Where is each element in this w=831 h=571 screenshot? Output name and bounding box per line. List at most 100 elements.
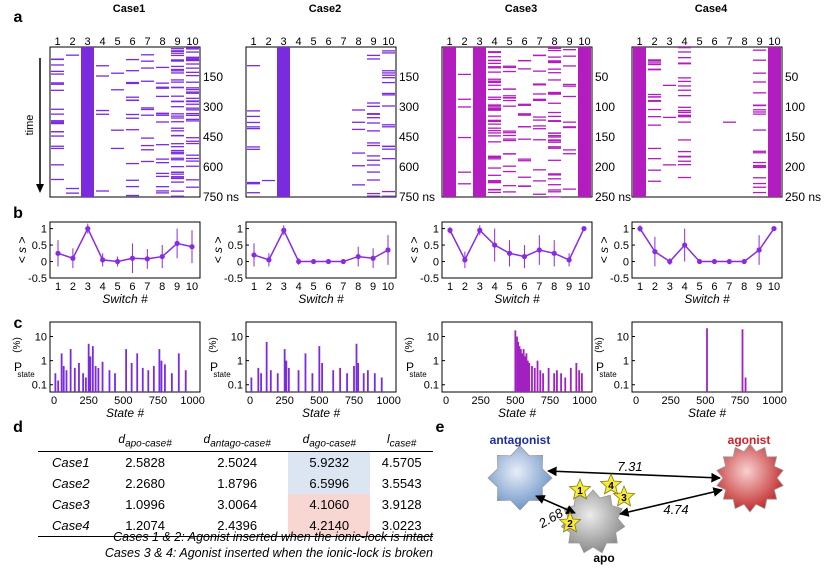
state-bar (91, 346, 94, 392)
time-tick-label: 300 (203, 100, 223, 114)
switch-column-8 (548, 47, 561, 198)
state-stripe (126, 185, 139, 188)
state-stripe (367, 54, 380, 57)
x-axis-label: Switch # (684, 292, 730, 306)
state-stripe (563, 149, 576, 151)
state-stripe (186, 67, 199, 69)
state-bar (84, 377, 87, 392)
x-tick-label: 500 (114, 395, 132, 407)
state-stripe (503, 134, 516, 137)
table-header-d-antago: dantago-case# (203, 432, 271, 450)
state-stripe (753, 182, 766, 185)
state-stripe (51, 64, 64, 66)
data-point (696, 258, 703, 265)
state-stripe (563, 121, 576, 123)
y-tick-label: 10 (231, 332, 243, 344)
state-stripe (141, 60, 154, 62)
state-stripe (678, 57, 691, 59)
y-tick-label: 10 (617, 332, 629, 344)
state-stripe (503, 99, 516, 102)
switch-number-label: 9 (756, 36, 762, 48)
x-tick-label: 7 (536, 281, 542, 293)
data-point (682, 242, 688, 248)
state-stripe (548, 147, 561, 149)
state-bar (346, 373, 348, 392)
state-stripe (548, 72, 561, 74)
state-stripe (186, 186, 199, 188)
state-stripe (648, 169, 661, 171)
state-bar (108, 370, 111, 392)
state-bar (524, 356, 526, 392)
state-stripe (458, 136, 471, 139)
state-stripe (753, 72, 766, 74)
state-bar (518, 346, 521, 392)
state-stripe (548, 173, 561, 175)
state-stripe (186, 107, 199, 109)
state-stripe (51, 108, 64, 110)
y-tick-label: 0.1 (424, 380, 439, 392)
panel-label-c: c (14, 315, 23, 332)
state-stripe (753, 165, 766, 167)
x-tick-label: 8 (355, 281, 361, 293)
state-stripe (503, 191, 516, 193)
state-stripe (171, 146, 184, 148)
state-stripe (753, 59, 766, 61)
star-label: 1 (577, 486, 583, 497)
state-stripe (126, 117, 139, 119)
state-bar (269, 370, 272, 392)
state-stripe (548, 92, 561, 95)
state-stripe (51, 83, 64, 85)
arrow-apo-antagonist (535, 495, 576, 514)
state-stripe (488, 180, 501, 182)
plot-frame (441, 221, 593, 279)
table-cell-case: Case2 (52, 476, 90, 492)
table-cell-case: Case4 (52, 518, 90, 534)
state-stripe (367, 159, 380, 161)
distance-table: dapo-case# dantago-case# dago-case# lcas… (38, 430, 433, 537)
state-stripe (503, 65, 516, 67)
antagonist-label: antagonist (490, 433, 551, 447)
state-band (443, 47, 456, 197)
state-stripe (382, 70, 395, 72)
x-tick-label: 3 (477, 281, 483, 293)
y-tick-label: 0.1 (614, 380, 629, 392)
state-stripe (156, 161, 169, 164)
state-stripe (171, 72, 184, 74)
state-stripe (171, 95, 184, 97)
state-stripe (663, 164, 676, 166)
switch-number-label: 2 (265, 36, 271, 48)
state-stripe (678, 155, 691, 158)
state-stripe (503, 95, 516, 97)
state-bar (78, 362, 80, 392)
state-stripe (141, 137, 154, 139)
state-stripe (503, 185, 516, 187)
switch-column-2 (458, 73, 471, 185)
state-stripe (488, 135, 501, 137)
state-stripe (171, 171, 184, 173)
arrow-apo-agonist (619, 487, 723, 517)
state-stripe (186, 103, 199, 105)
state-stripe (171, 86, 184, 88)
y-axis-label: < s > (597, 237, 611, 264)
y-tick-label: 1 (41, 224, 47, 236)
state-stripe (753, 113, 766, 115)
state-stripe (247, 146, 260, 148)
switch-column-9 (753, 49, 766, 194)
state-stripe (488, 155, 501, 157)
table-cell-d-antago: 2.4396 (217, 518, 258, 534)
data-point (355, 253, 361, 260)
table-note-cases-1-2: Cases 1 & 2: Agonist inserted when the i… (113, 530, 433, 544)
state-stripe (126, 96, 139, 98)
state-stripe (382, 105, 395, 107)
x-tick-label: 4 (682, 281, 688, 293)
state-stripe (171, 177, 184, 179)
state-stripe (171, 127, 184, 129)
state-stripe (563, 126, 576, 128)
state-stripe (171, 151, 184, 153)
state-bar (539, 370, 542, 392)
switch-number-label: 2 (461, 36, 467, 48)
switch-column-10 (382, 50, 395, 197)
state-stripe (488, 119, 501, 122)
state-stripe (678, 62, 691, 64)
